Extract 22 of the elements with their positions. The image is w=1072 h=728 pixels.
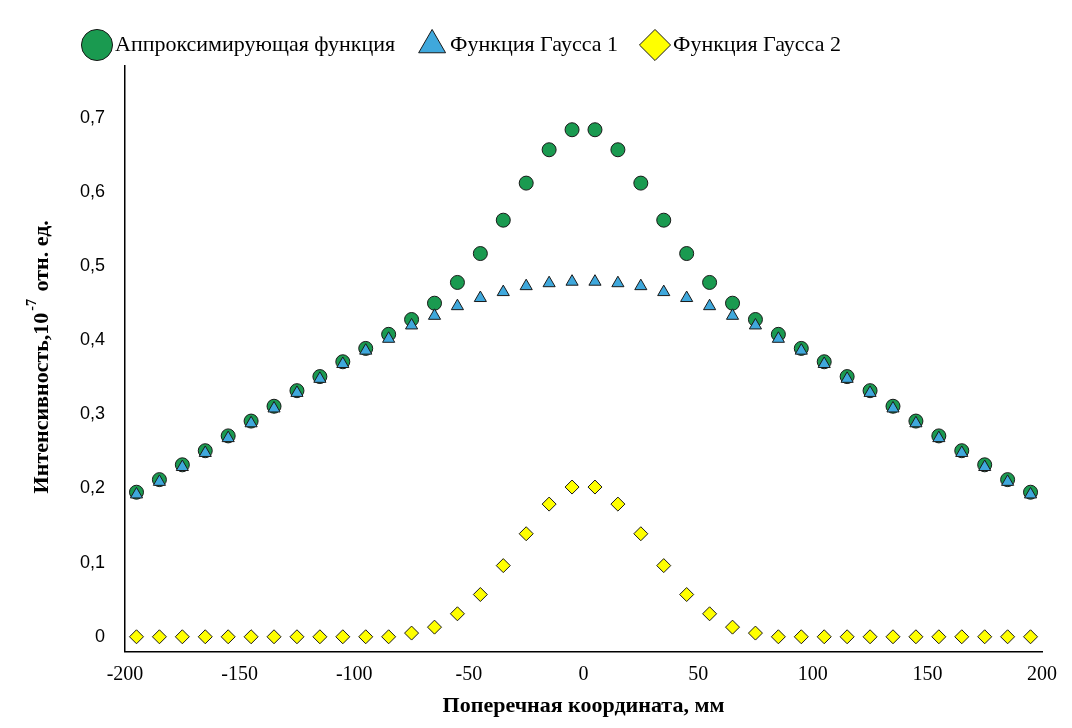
x-tick-label: 200 (1027, 661, 1057, 684)
x-axis-title: Поперечная координата, мм (442, 692, 725, 718)
y-tick-label: 0,7 (79, 106, 106, 127)
y-tick-label: 0,6 (79, 180, 106, 201)
x-tick-label: -150 (221, 661, 258, 684)
y-tick-label: 0,4 (79, 329, 106, 350)
y-tick-label: 0,1 (79, 551, 106, 572)
y-tick-label: 0,5 (79, 255, 106, 276)
x-tick-label: 100 (797, 661, 828, 684)
legend-label: Аппроксимирующая функция (115, 30, 396, 56)
y-tick-label: 0,2 (79, 477, 106, 498)
x-tick-label: 0 (578, 661, 589, 684)
x-tick-label: -50 (455, 661, 483, 684)
x-tick-label: 50 (688, 661, 709, 684)
y-axis-title: Интенсивность,10-7 отн. ед. (23, 220, 53, 494)
x-tick-label: -200 (106, 661, 144, 684)
y-tick-label: 0,3 (79, 403, 106, 424)
x-tick-label: 150 (912, 661, 943, 684)
y-tick-label: 0 (95, 625, 106, 646)
x-tick-label: -100 (335, 661, 373, 684)
legend-label: Функция Гаусса 2 (673, 30, 841, 56)
legend-label: Функция Гаусса 1 (450, 30, 618, 56)
